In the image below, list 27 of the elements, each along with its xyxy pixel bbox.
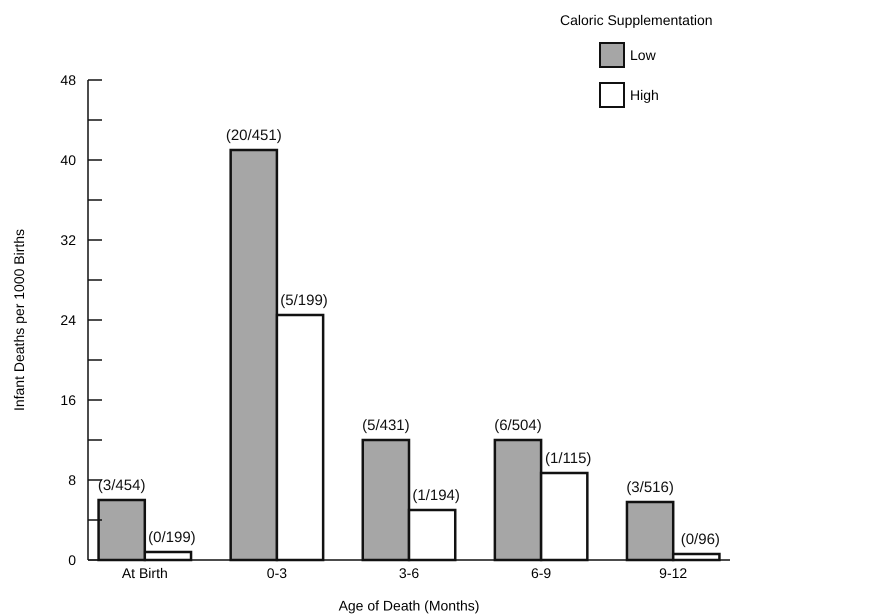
y-tick-label: 24 — [60, 312, 76, 328]
data-label: (1/194) — [412, 487, 460, 504]
x-tick-label: At Birth — [122, 565, 168, 581]
y-tick-label: 32 — [60, 232, 76, 248]
legend-label: Low — [630, 46, 657, 63]
data-label: (0/96) — [680, 531, 720, 548]
legend-title: Caloric Supplementation — [560, 12, 713, 28]
y-tick-label: 8 — [68, 472, 76, 488]
data-label: (5/431) — [362, 417, 410, 434]
data-label: (1/115) — [545, 450, 592, 467]
x-tick-label: 3-6 — [398, 565, 420, 581]
data-label: (0/199) — [148, 529, 196, 546]
y-tick-label: 0 — [68, 552, 76, 568]
y-tick-label: 16 — [60, 392, 76, 408]
y-tick-label: 40 — [60, 152, 76, 168]
y-tick-label: 48 — [60, 72, 76, 88]
data-label: (3/516) — [626, 479, 674, 496]
x-tick-label: 0-3 — [266, 565, 288, 581]
data-label: (5/199) — [280, 292, 328, 309]
x-axis-title: Age of Death (Months) — [338, 598, 480, 614]
data-label: (20/451) — [226, 127, 282, 144]
data-label: (3/454) — [98, 477, 146, 494]
data-label: (6/504) — [494, 417, 542, 434]
x-tick-label: 6-9 — [530, 565, 552, 581]
y-axis-title: Infant Deaths per 1000 Births — [11, 228, 27, 412]
x-tick-label: 9-12 — [659, 565, 688, 581]
legend-label: High — [630, 86, 659, 103]
